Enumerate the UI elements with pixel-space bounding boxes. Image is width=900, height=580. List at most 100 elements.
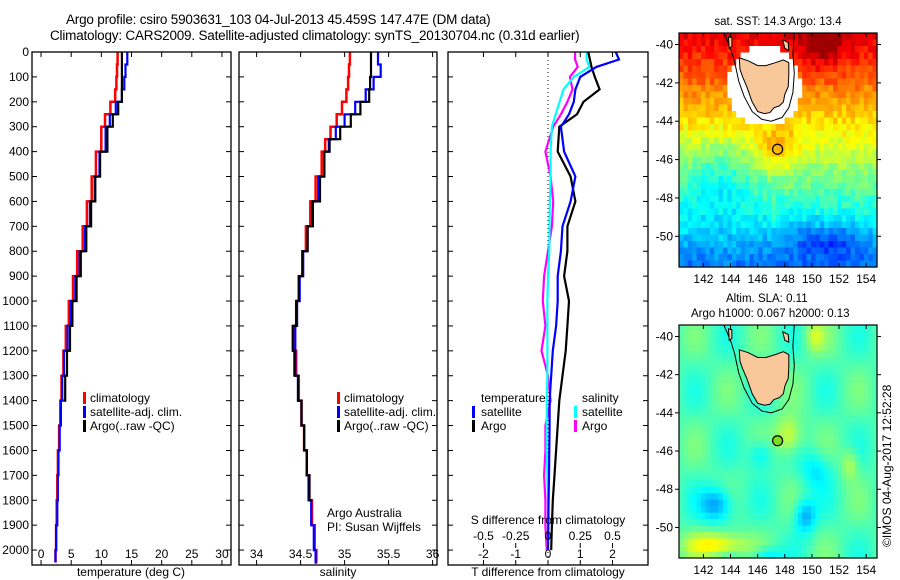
map-cell [815, 383, 821, 391]
map-cell [815, 241, 821, 249]
map-cell [692, 247, 698, 255]
map-cell [797, 415, 803, 423]
map-cell [679, 325, 684, 333]
map-cell [709, 130, 715, 138]
map-cell [802, 85, 808, 93]
map-cell [767, 59, 772, 67]
map-cell [727, 137, 733, 145]
map-cell [793, 104, 799, 112]
map-cell [841, 486, 847, 494]
map-cell [837, 169, 843, 177]
map-cell [846, 189, 852, 197]
map-cell [683, 195, 689, 203]
map-cell [727, 499, 733, 507]
map-cell [731, 228, 737, 236]
map-cell [780, 532, 786, 540]
map-cell [745, 519, 750, 527]
map-cell [714, 137, 720, 145]
map-cell [696, 402, 702, 410]
map-cell [683, 402, 689, 410]
map-cell [850, 39, 856, 47]
map-cell [855, 350, 860, 358]
map-cell [855, 383, 860, 391]
map-cell [784, 325, 790, 333]
map-cell [872, 234, 878, 242]
map-cell [696, 499, 702, 507]
map-cell [872, 350, 878, 358]
map-cell [850, 234, 856, 242]
map-cell [824, 46, 830, 54]
map-cell [819, 98, 825, 106]
map-cell [872, 169, 878, 177]
map-cell [727, 325, 733, 333]
map-cell [819, 486, 825, 494]
map-cell [705, 473, 711, 481]
map-cell [846, 143, 852, 151]
map-cell [819, 208, 825, 216]
map-cell [784, 163, 790, 171]
map-cell [793, 130, 799, 138]
map-cell [701, 52, 706, 60]
map-cell [775, 396, 781, 404]
map-cell [846, 376, 852, 384]
map-cell [793, 331, 799, 339]
map-cell [815, 460, 821, 468]
map-cell [718, 52, 724, 60]
map-cell [718, 72, 724, 80]
map-cell [828, 538, 834, 546]
argo-float-marker[interactable] [771, 143, 784, 155]
map-cell [736, 130, 742, 138]
map-cell [753, 499, 759, 507]
map-cell [797, 137, 803, 145]
map-cell [793, 65, 799, 73]
map-cell [705, 344, 711, 352]
map-cell [723, 215, 728, 223]
map-cell [718, 512, 724, 520]
map-cell [745, 46, 750, 54]
map-cell [749, 52, 755, 60]
map-cell [789, 72, 794, 80]
map-cell [749, 499, 755, 507]
map-cell [714, 52, 720, 60]
map-cell [705, 124, 711, 132]
map-cell [855, 59, 860, 67]
map-cell [846, 163, 852, 171]
map-cell [749, 176, 755, 184]
map-cell [797, 506, 803, 514]
map-cell [727, 247, 733, 255]
map-cell [837, 344, 843, 352]
map-cell [696, 78, 702, 86]
map-cell [749, 163, 755, 171]
map-cell [753, 241, 759, 249]
map-cell [837, 156, 843, 164]
map-cell [863, 344, 869, 352]
map-cell [811, 65, 816, 73]
map-cell [846, 150, 852, 158]
map-cell [802, 402, 808, 410]
map-cell [837, 447, 843, 456]
map-cell [868, 33, 874, 41]
map-cell [811, 538, 816, 546]
map-cell [696, 551, 702, 559]
map-cell [802, 72, 808, 80]
map-cell [850, 337, 856, 346]
map-cell [723, 182, 728, 190]
map-cell [828, 98, 834, 106]
map-cell [775, 189, 781, 197]
map-cell [714, 473, 720, 481]
map-cell [806, 525, 812, 533]
map-cell [745, 189, 750, 197]
map-cell [806, 241, 812, 249]
map-cell [749, 130, 755, 138]
map-cell [714, 117, 720, 125]
map-cell [714, 519, 720, 527]
map-cell [855, 551, 860, 559]
map-cell [846, 519, 852, 527]
map-cell [841, 117, 847, 125]
map-cell [819, 337, 825, 346]
map-cell [714, 195, 720, 203]
argo-float-marker[interactable] [771, 435, 784, 447]
map-cell [850, 460, 856, 468]
map-cell [833, 525, 838, 533]
map-cell [740, 383, 746, 391]
